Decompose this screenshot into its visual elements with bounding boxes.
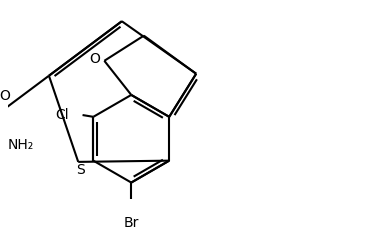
Text: S: S [76, 163, 85, 177]
Text: O: O [0, 89, 10, 103]
Text: Br: Br [124, 216, 139, 230]
Text: O: O [89, 52, 100, 66]
Text: Cl: Cl [55, 108, 69, 122]
Text: NH₂: NH₂ [7, 139, 34, 152]
